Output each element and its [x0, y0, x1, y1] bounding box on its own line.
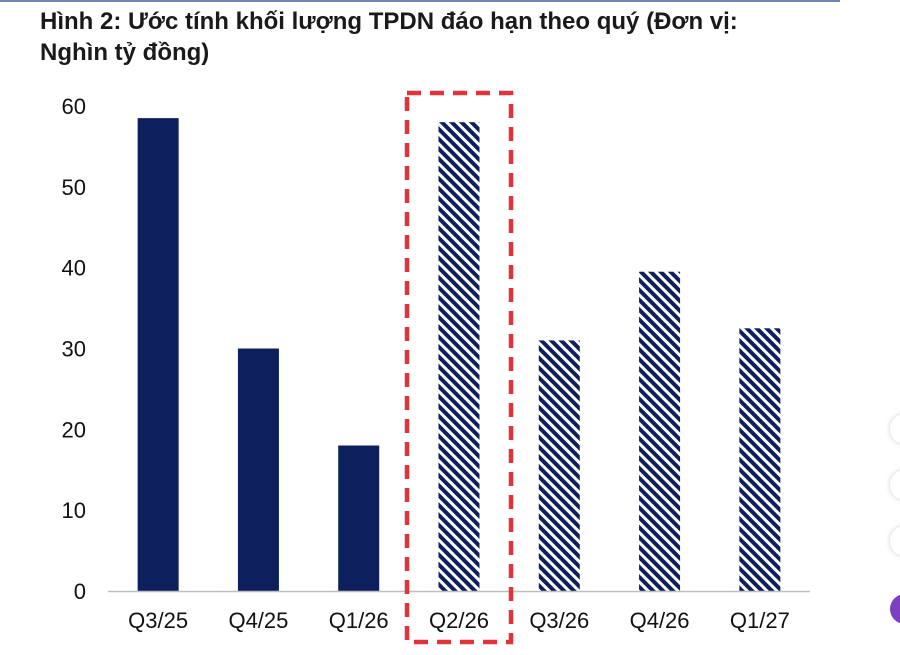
bar-q4-26 [639, 271, 681, 591]
y-tick-label: 60 [62, 94, 86, 119]
bar-q1-27 [739, 328, 781, 591]
y-tick-label: 0 [74, 579, 86, 604]
x-tick-label: Q2/26 [429, 608, 489, 633]
top-divider [0, 0, 840, 2]
y-tick-label: 30 [62, 337, 86, 362]
y-tick-label: 40 [62, 256, 86, 281]
x-tick-label: Q3/26 [529, 608, 589, 633]
x-tick-label: Q4/25 [228, 608, 288, 633]
side-widget-bubble[interactable] [890, 414, 900, 444]
bar-q1-26 [338, 445, 380, 591]
side-widget-bubble[interactable] [890, 470, 900, 500]
y-tick-label: 50 [62, 175, 86, 200]
x-axis: Q3/25 Q4/25 Q1/26 Q2/26 Q3/26 Q4/26 Q1/27 [128, 608, 790, 633]
y-tick-label: 20 [62, 417, 86, 442]
x-tick-label: Q4/26 [630, 608, 690, 633]
x-tick-label: Q1/27 [730, 608, 790, 633]
y-tick-label: 10 [62, 498, 86, 523]
side-widget-bubble-active[interactable] [890, 594, 900, 624]
side-widget-bubble[interactable] [890, 526, 900, 556]
y-axis: 0 10 20 30 40 50 60 [62, 94, 86, 604]
chart-title: Hình 2: Ước tính khối lượng TPDN đáo hạn… [40, 8, 738, 66]
x-tick-label: Q1/26 [329, 608, 389, 633]
bar-q4-25 [237, 348, 279, 591]
bar-q3-26 [538, 340, 580, 591]
bar-q3-25 [137, 118, 179, 591]
bar-q2-26 [438, 122, 480, 592]
bars [137, 118, 781, 592]
highlight-box [404, 90, 514, 645]
x-tick-label: Q3/25 [128, 608, 188, 633]
